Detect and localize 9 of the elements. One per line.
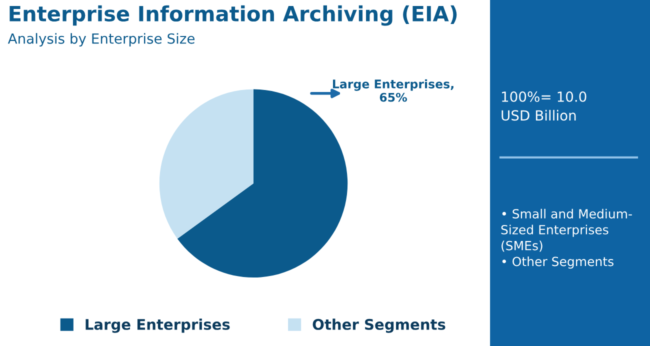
legend-label: Large Enterprises bbox=[86, 318, 230, 333]
legend-label: Other Segments bbox=[312, 318, 446, 333]
text: • Small and Medium- Sized Enterprises (SMEs) • Other Segments bbox=[501, 208, 632, 269]
pie-slice bbox=[159, 89, 254, 239]
text: 100%= 10.0 USD Billion bbox=[502, 91, 586, 121]
pie-slice bbox=[177, 89, 348, 278]
chart-title: Enterprise Information Archiving (EIA) bbox=[10, 5, 457, 26]
chart-subtitle: Analysis by Enterprise Size bbox=[8, 33, 195, 47]
text: Large Enterprises, 65% bbox=[332, 79, 454, 102]
